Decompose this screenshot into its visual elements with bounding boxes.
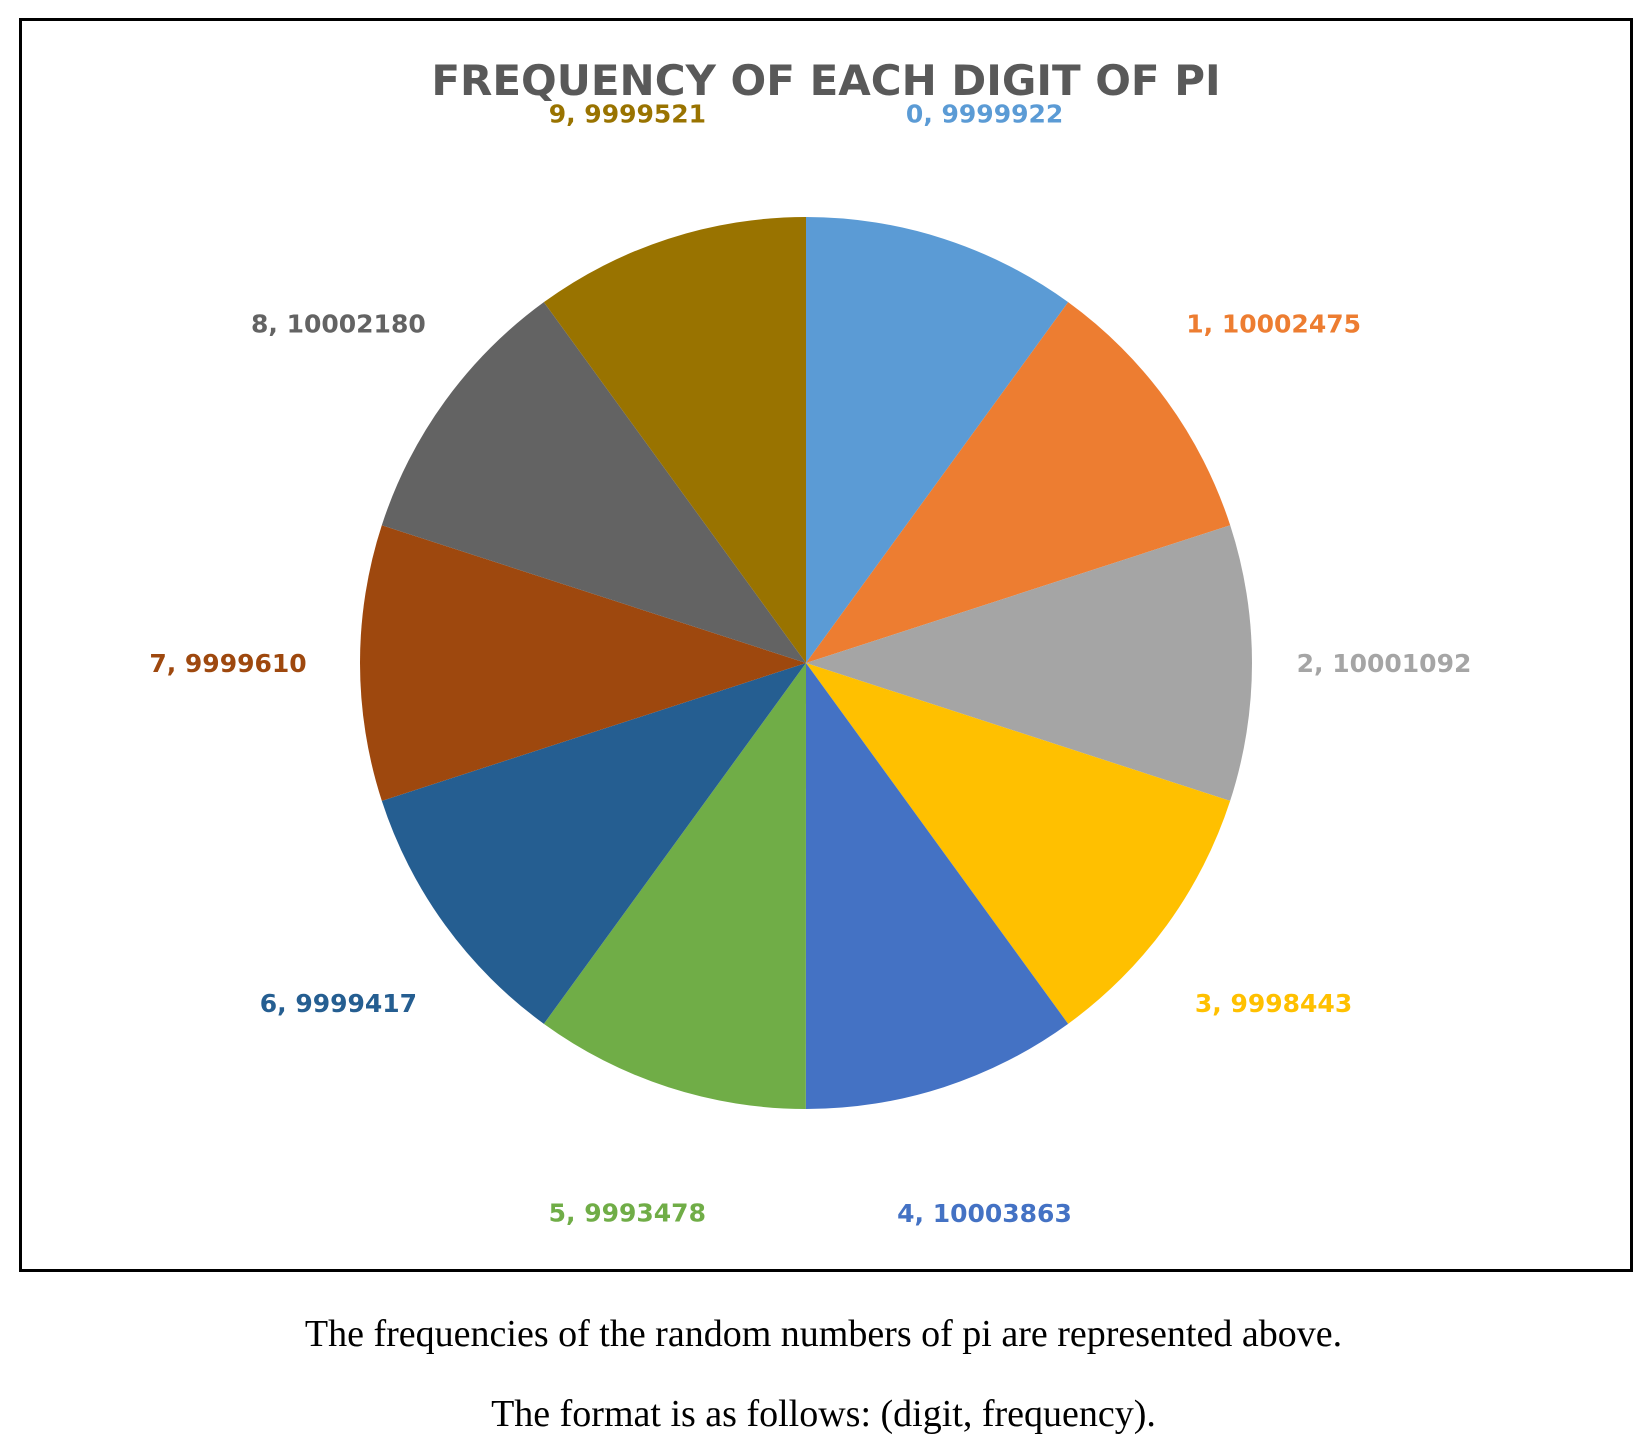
pie-slice-digit-6 — [381, 663, 806, 1024]
data-label-digit-6: 6, 9999417 — [260, 989, 417, 1018]
caption-line-1: The frequencies of the random numbers of… — [304, 1313, 1343, 1355]
pie-slice-digit-4 — [805, 663, 1069, 1109]
data-label-digit-7: 7, 9999610 — [149, 649, 306, 678]
data-label-digit-5: 5, 9993478 — [549, 1199, 706, 1228]
data-label-digit-8: 8, 10002180 — [251, 309, 426, 338]
pie-slice-digit-1 — [806, 302, 1231, 663]
data-label-digit-0: 0, 9999922 — [906, 99, 1063, 128]
data-label-digit-3: 3, 9998443 — [1195, 989, 1352, 1018]
pie-slice-digit-7 — [359, 525, 806, 801]
data-label-digit-2: 2, 10001092 — [1297, 649, 1472, 678]
pie-data-labels: 0, 9999922 1, 10002475 2, 10001092 3, 99984… — [149, 99, 1471, 1227]
data-label-digit-9: 9, 9999521 — [549, 99, 706, 128]
pie-slices — [359, 217, 1252, 1109]
pie-chart: FREQUENCY OF EACH DIGIT OF PI 0, 9999922… — [149, 56, 1471, 1228]
pie-slice-digit-5 — [543, 663, 806, 1109]
pie-slice-digit-9 — [543, 217, 806, 663]
chart-frame: FREQUENCY OF EACH DIGIT OF PI 0, 9999922… — [19, 18, 1633, 1272]
pie-slice-digit-0 — [806, 217, 1069, 663]
data-label-digit-1: 1, 10002475 — [1186, 309, 1361, 338]
pie-slice-digit-3 — [806, 663, 1231, 1024]
data-label-digit-4: 4, 10003863 — [897, 1199, 1072, 1228]
pie-slice-digit-2 — [806, 525, 1252, 801]
pie-slice-digit-8 — [381, 302, 806, 663]
caption-line-2: The format is as follows: (digit, freque… — [491, 1393, 1156, 1435]
chart-title: FREQUENCY OF EACH DIGIT OF PI — [431, 56, 1220, 105]
